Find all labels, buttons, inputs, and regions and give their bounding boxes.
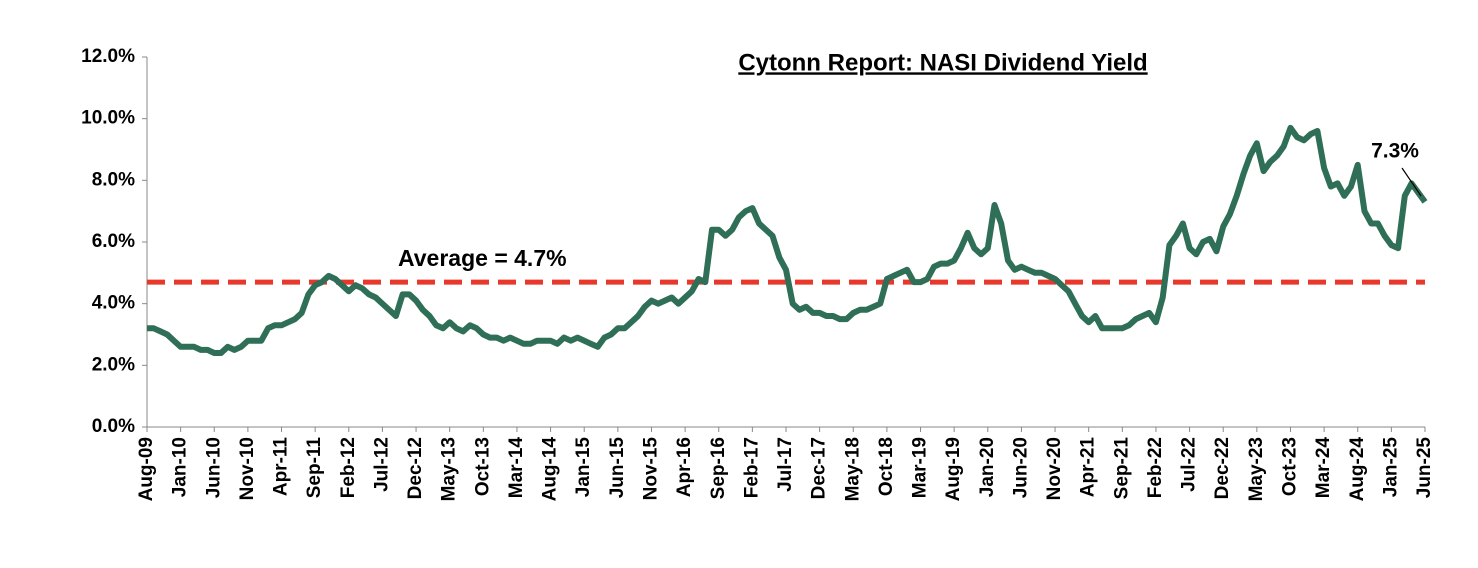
x-tick-label: Sep-16 [708, 437, 729, 499]
x-tick-label: Dec-17 [809, 437, 830, 499]
x-tick-label: Feb-12 [338, 437, 359, 498]
x-tick-label: Jun-25 [1414, 437, 1435, 499]
x-tick-label: Jun-10 [203, 437, 224, 498]
x-tick-label: May-18 [842, 437, 863, 501]
x-tick-label: Jul-17 [775, 437, 796, 492]
x-tick-label: Jan-10 [170, 437, 191, 497]
x-tick-label: Dec-22 [1212, 437, 1233, 499]
x-tick-label: Nov-15 [640, 437, 661, 501]
x-tick-label: Sep-21 [1111, 437, 1132, 500]
x-tick-label: Apr-16 [674, 437, 695, 497]
x-tick-label: Dec-12 [405, 437, 426, 499]
average-label: Average = 4.7% [398, 245, 567, 271]
y-tick-label: 0.0% [92, 416, 135, 437]
x-tick-label: Feb-17 [741, 437, 762, 498]
x-tick-label: Oct-23 [1279, 437, 1300, 496]
x-tick-label: Jun-15 [607, 437, 628, 499]
x-tick-label: Apr-11 [271, 437, 292, 497]
x-tick-label: Nov-20 [1044, 437, 1065, 500]
x-tick-label: Jan-25 [1380, 437, 1401, 498]
x-tick-label: May-23 [1246, 437, 1267, 501]
y-tick-label: 10.0% [81, 108, 135, 129]
y-tick-label: 6.0% [92, 231, 135, 252]
x-tick-label: Mar-14 [506, 437, 527, 499]
x-tick-label: Jun-20 [1010, 437, 1031, 498]
y-tick-label: 12.0% [81, 46, 135, 67]
x-tick-label: Mar-19 [910, 437, 931, 498]
x-tick-label: Aug-24 [1347, 437, 1368, 502]
x-tick-label: Oct-13 [472, 437, 493, 496]
x-tick-label: May-13 [439, 437, 460, 501]
y-tick-label: 4.0% [92, 293, 135, 314]
x-tick-label: Aug-09 [136, 437, 157, 501]
annotation: 7.3% [1371, 140, 1419, 163]
line-series [147, 124, 1428, 356]
chart-title: Cytonn Report: NASI Dividend Yield [738, 49, 1147, 76]
x-tick-label: Jan-20 [977, 437, 998, 497]
x-tick-label: Feb-22 [1145, 437, 1166, 498]
x-tick-label: Oct-18 [876, 437, 897, 496]
x-tick-label: Nov-10 [237, 437, 258, 500]
y-tick-label: 8.0% [92, 169, 135, 190]
x-tick-label: Aug-14 [540, 437, 561, 502]
y-tick-label: 2.0% [92, 354, 135, 375]
x-tick-label: Aug-19 [943, 437, 964, 501]
x-tick-label: Apr-21 [1078, 437, 1099, 498]
x-tick-label: Jan-15 [573, 437, 594, 498]
annotation-arrow [1401, 167, 1422, 197]
x-tick-label: Jul-22 [1179, 437, 1200, 492]
x-tick-label: Jul-12 [371, 437, 392, 492]
x-tick-label: Mar-24 [1313, 437, 1334, 499]
x-tick-label: Sep-11 [304, 437, 325, 499]
